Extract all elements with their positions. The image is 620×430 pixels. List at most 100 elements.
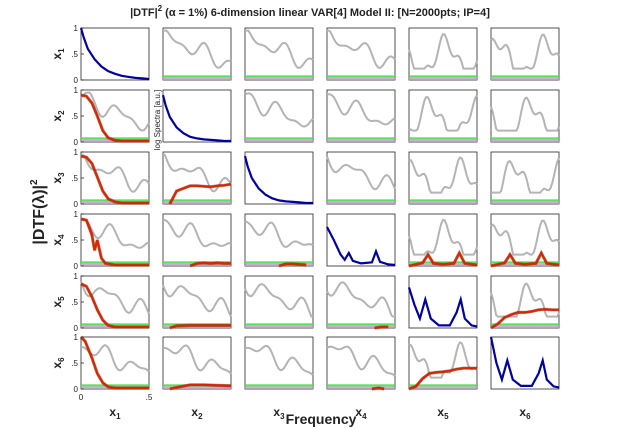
panel-r5-c6 <box>490 275 560 330</box>
spectra-line <box>490 282 560 318</box>
y-label-superscript: 2 <box>29 179 40 185</box>
col-label-1: x1 <box>109 405 121 421</box>
panel-r6-c4: x4 <box>326 336 396 421</box>
row-label-sub: 1 <box>57 48 66 53</box>
threshold-band <box>163 75 231 78</box>
panel-frame <box>162 89 232 143</box>
panel-frame <box>162 213 232 267</box>
panel-frame <box>490 151 560 205</box>
col-label-5: x5 <box>437 405 449 421</box>
null-band <box>245 325 313 328</box>
main-x-label: Frequency <box>286 411 357 427</box>
panel-frame <box>408 27 478 81</box>
col-label-sub: 6 <box>526 412 531 421</box>
spectra-line <box>244 283 314 318</box>
y-tick-label: .5 <box>71 112 78 121</box>
panel-frame <box>244 213 314 267</box>
dtf-line <box>371 386 385 391</box>
y-tick-label: 0 <box>74 324 79 333</box>
null-band <box>163 77 231 80</box>
dtf-line <box>490 308 559 329</box>
null-band <box>409 77 477 80</box>
threshold-band <box>245 75 313 78</box>
panel-r1-c4 <box>326 27 396 81</box>
panel-r5-c5 <box>407 275 478 329</box>
main-y-label: |DTF(λ)|2 <box>29 179 48 245</box>
row-label-text: x <box>50 301 64 308</box>
panel-r2-c3 <box>244 89 314 143</box>
inset-label: log Spectra [a.u.] <box>153 90 162 150</box>
dtf-line <box>169 383 232 391</box>
col-label-6: x6 <box>519 405 531 421</box>
null-band <box>327 139 395 142</box>
col-label-text: x <box>355 405 362 419</box>
y-axis-label: |DTF(λ)|2 <box>29 179 48 245</box>
null-band <box>163 386 231 389</box>
null-band <box>409 139 477 142</box>
row-label-sub: 6 <box>57 357 66 362</box>
col-label-sub: 1 <box>116 412 121 421</box>
null-band <box>409 201 477 204</box>
null-band <box>327 77 395 80</box>
spectra-line <box>408 341 478 379</box>
null-band <box>163 201 231 204</box>
col-label-text: x <box>273 405 280 419</box>
y-tick-label: .5 <box>71 174 78 183</box>
y-tick-label: 0 <box>74 76 79 85</box>
panel-r5-c1: 0 .5 1 x5 <box>50 272 150 333</box>
row-label-3: x3 <box>50 172 66 184</box>
spectra-line <box>490 96 560 132</box>
y-tick-label: 1 <box>74 86 79 95</box>
panel-r4-c6 <box>490 213 560 268</box>
spectra-line <box>408 156 478 194</box>
null-band <box>245 386 313 389</box>
panel-frame <box>326 336 396 390</box>
chart-title: |DTF|2 (α = 1%) 6-dimension linear VAR[4… <box>130 4 490 19</box>
col-label-text: x <box>437 405 444 419</box>
threshold-band <box>491 323 559 326</box>
threshold-band <box>409 261 477 264</box>
threshold-band <box>327 137 395 140</box>
spectra-line <box>162 344 232 375</box>
panel-r1-c3 <box>244 27 314 81</box>
null-band <box>491 77 559 80</box>
auto-spectrum-line <box>489 336 560 389</box>
row-label-2: x2 <box>50 110 66 122</box>
panel-frame <box>244 336 314 390</box>
col-label-text: x <box>519 405 526 419</box>
x-tick-label: 0 <box>79 393 84 402</box>
spectra-line <box>162 284 232 318</box>
dtf-line <box>80 155 149 205</box>
panel-frame <box>326 89 396 143</box>
panel-frame <box>80 89 150 143</box>
panel-r3-c3 <box>243 151 314 205</box>
dtf-line <box>169 324 231 330</box>
dtf-line <box>189 261 231 268</box>
threshold-band <box>163 199 231 202</box>
panel-r6-c3: x3 <box>244 336 314 421</box>
spectra-line <box>491 157 560 194</box>
spectra-line <box>326 93 396 126</box>
panel-r3-c6 <box>490 151 560 205</box>
panel-r3-c2 <box>162 151 232 205</box>
panel-r3-c5 <box>408 151 478 205</box>
threshold-band <box>327 199 395 202</box>
panel-r5-c2 <box>162 275 232 330</box>
col-label-sub: 5 <box>444 412 449 421</box>
panel-r4-c5 <box>408 213 478 268</box>
null-band <box>491 325 559 328</box>
null-band <box>491 201 559 204</box>
panel-r4-c4 <box>326 213 396 267</box>
spectra-line <box>245 29 314 70</box>
null-band <box>409 386 477 389</box>
panel-r2-c4 <box>326 89 396 143</box>
spectra-line <box>244 220 314 248</box>
threshold-band <box>245 323 313 326</box>
y-tick-label: 0 <box>74 262 79 271</box>
threshold-band <box>81 384 149 387</box>
dtf-line <box>490 250 560 268</box>
threshold-band <box>491 199 559 202</box>
panel-r5-c3 <box>244 275 314 329</box>
auto-spectrum-line <box>243 155 313 205</box>
